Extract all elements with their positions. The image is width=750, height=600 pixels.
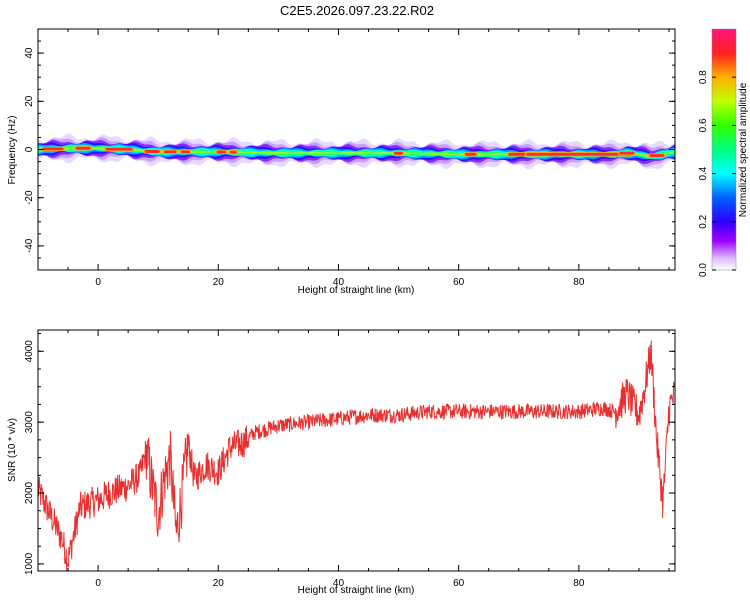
colorbar-gradient <box>712 29 736 270</box>
figure-title: C2E5.2026.097.23.22.R02 <box>280 3 434 18</box>
colorbar-frame <box>711 28 737 271</box>
spectrogram-x-ticks: 0 20 40 60 80 <box>37 29 670 288</box>
spectrogram-hotspot <box>464 152 477 156</box>
spectrogram-hotspot <box>180 150 190 154</box>
spectrogram-ylabel: Frequency (Hz) <box>7 116 18 185</box>
snr-ytick-label: 2000 <box>24 481 35 504</box>
colorbar-tick-label: 0.6 <box>698 118 709 132</box>
spectrogram-band <box>38 133 675 170</box>
snr-xtick-label: 40 <box>333 578 345 589</box>
spectrogram-xlabel: Height of straight line (km) <box>298 285 415 296</box>
snr-x-ticks: 0 20 40 60 80 <box>37 330 670 589</box>
spectrogram-y-ticks: 40 20 0 -20 -40 <box>24 28 675 271</box>
spectrogram-hotspot <box>526 152 632 156</box>
spectrogram-hotspot <box>42 147 64 151</box>
snr-series-line <box>38 340 675 571</box>
snr-xtick-label: 80 <box>573 578 585 589</box>
snr-ytick-label: 1000 <box>24 552 35 575</box>
colorbar-tick-label: 0.0 <box>698 263 709 277</box>
spectrogram-hotspot <box>229 150 237 154</box>
snr-ytick-label: 4000 <box>24 340 35 363</box>
spectrogram-ytick-label: 0 <box>24 146 35 152</box>
colorbar-label: Normalized spectral amplitude <box>738 82 749 217</box>
spectrogram-ytick-label: 20 <box>24 95 35 107</box>
spectrogram-ytick-label: -20 <box>24 190 35 205</box>
snr-xlabel: Height of straight line (km) <box>298 585 415 596</box>
snr-ytick-label: 3000 <box>24 411 35 434</box>
colorbar-ticks: 0.0 0.2 0.4 0.6 0.8 <box>698 70 736 277</box>
snr-ylabel: SNR (10 * v/v) <box>7 418 18 482</box>
spectrogram-xtick-label: 0 <box>95 277 101 288</box>
spectrogram-panel: 0 20 40 60 80 40 20 0 -20 -40 Height of straight… <box>7 28 676 296</box>
snr-xtick-label: 20 <box>213 578 225 589</box>
spectrogram-hotspot <box>619 151 635 155</box>
spectrogram-hotspot <box>216 150 226 154</box>
snr-xtick-label: 60 <box>453 578 465 589</box>
colorbar-tick-label: 0.2 <box>698 214 709 228</box>
spectrogram-xtick-label: 20 <box>213 277 225 288</box>
colorbar: 0.0 0.2 0.4 0.6 0.8 Normalized spectral ampl… <box>698 28 749 277</box>
snr-frame <box>37 329 676 572</box>
spectrogram-hotspot <box>144 150 160 153</box>
spectrogram-xtick-label: 60 <box>453 277 465 288</box>
snr-y-ticks: 4000 3000 2000 1000 <box>24 333 675 575</box>
spectrogram-hotspot <box>105 147 133 151</box>
spectrogram-xtick-label: 40 <box>333 277 345 288</box>
colorbar-tick-label: 0.4 <box>698 166 709 180</box>
spectrogram-ytick-label: -40 <box>24 238 35 253</box>
spectrogram-hotspot <box>75 146 91 150</box>
spectrogram-ytick-label: 40 <box>24 47 35 59</box>
spectrogram-hotspot <box>394 151 404 155</box>
spectrogram-hotspot <box>163 150 177 154</box>
spectrogram-xtick-label: 80 <box>573 277 585 288</box>
spectrogram-hotspot <box>649 154 665 157</box>
snr-xtick-label: 0 <box>95 578 101 589</box>
snr-panel: 0 20 40 60 80 4000 3000 2000 1000 Height of str… <box>7 329 676 596</box>
colorbar-tick-label: 0.8 <box>698 70 709 84</box>
